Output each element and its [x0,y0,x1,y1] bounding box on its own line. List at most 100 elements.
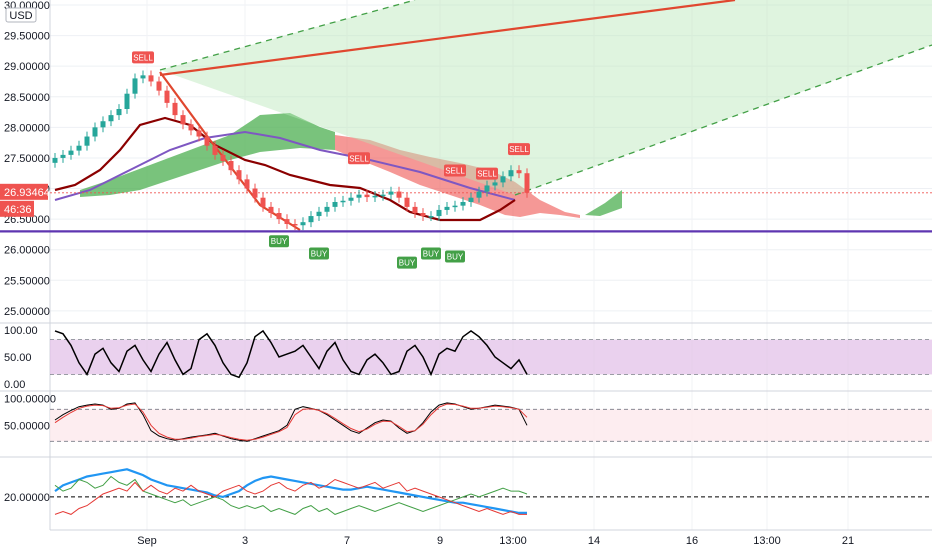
currency-label: USD [9,10,32,22]
candle-body [508,170,514,177]
regression-channel [159,0,932,196]
candle-body [52,157,58,163]
candle-body [284,219,290,225]
candle-body [412,206,418,213]
candle-body [100,121,106,128]
buy-signal-label: BUY [271,237,288,246]
candle-body [492,182,498,186]
sell-signal-label: SELL [349,154,369,163]
sell-signal-box [444,164,466,177]
buy-signal-label: BUY [447,253,464,262]
candle-body [268,206,274,213]
candle-body [300,222,306,226]
time-tick-label: 9 [437,535,443,547]
candle-body [404,197,410,207]
indicator-lines [0,71,932,233]
buy-signal: BUY [421,247,441,260]
sell-signal: SELL [508,143,530,156]
price-tick-label: 25.50000 [4,275,50,287]
panel-series-line [54,468,527,515]
candle-body [236,170,242,180]
trade-signals: SELL SELL SELL SELL SELL BUY BUY BUY BUY BUY [132,51,530,269]
panel-tick-label: 100.00 [4,325,38,337]
sell-signal-box [348,152,370,165]
price-tick-label: 26.00000 [4,245,50,257]
price-tick-label: 29.00000 [4,61,50,73]
price-axis[interactable]: 30.0000029.5000029.0000028.5000028.00000… [0,0,56,504]
time-tick-label: 3 [242,535,248,547]
time-tick-label: 7 [344,535,350,547]
candle-body [196,130,202,137]
candle-body [460,201,466,206]
candle-body [316,211,322,217]
candle-body [220,154,226,161]
sell-signal-label: SELL [477,170,497,179]
candle-body [188,124,194,131]
panel-series-line [54,403,528,441]
candle-body [500,176,506,183]
overbought-oversold-band [50,409,932,442]
channel-midline [159,0,736,77]
buy-signal: BUY [445,250,465,263]
sell-signal-label: SELL [509,145,529,154]
cloud-bullish [585,190,622,216]
candle-body [356,194,362,198]
channel-upper [159,0,416,71]
candle-body [92,127,98,137]
time-tick-label: 13:00 [499,535,527,547]
candle-body [292,224,298,226]
candle-body [484,185,490,192]
time-axis[interactable]: Sep 3 7 9 13:00 14 16 13:00 21 [137,535,854,547]
currency-badge-box [5,7,37,23]
candle-body [436,209,442,217]
price-tick-label: 27.50000 [4,153,50,165]
sell-signal-label: SELL [445,167,465,176]
candle-body [212,145,218,155]
panel-series-line [54,475,528,515]
sell-signal: SELL [444,164,466,177]
candle-body [124,93,130,109]
buy-signal: BUY [309,247,329,260]
candle-body [516,170,522,174]
candle-body [132,78,138,94]
candle-body [276,213,282,220]
sell-signal-box [132,51,154,64]
candle-body [252,188,258,198]
panel-tick-label: 50.00 [4,352,32,364]
panel-tick-label: 20.00000 [4,492,50,504]
sell-signal-label: SELL [133,53,153,62]
candle-body [476,191,482,198]
candle-body [444,206,450,210]
buy-signal-label: BUY [423,249,440,258]
time-tick-label: 16 [686,535,698,547]
countdown-label: 46:36 [4,204,32,216]
candle-body [116,109,122,116]
candle-body [108,115,114,122]
candle-body [372,195,378,198]
overbought-oversold-band [50,339,932,375]
candle-body [364,194,370,198]
candle-body [156,81,162,91]
buy-signal: BUY [397,256,417,269]
buy-signal-box [421,247,441,260]
candle-body [148,75,154,82]
countdown-tag [0,200,34,217]
candle-body [204,136,210,146]
buy-signal-box [445,250,465,263]
candle-body [452,205,458,208]
candle-body [68,150,74,155]
time-tick-label: 21 [842,535,854,547]
directional-index [50,468,932,515]
price-tick-label: 28.50000 [4,92,50,104]
candle-body [396,191,402,198]
buy-signal-box [309,247,329,260]
oscillator-1 [50,329,932,379]
time-tick-label: Sep [137,535,157,547]
time-tick-label: 13:00 [753,535,781,547]
panel-series-line [54,329,528,379]
candle-body [380,194,386,197]
last-price-label: 26.93464 [4,187,50,199]
panel-tick-label: 100.00000 [4,394,56,406]
buy-signal-label: BUY [311,249,328,258]
